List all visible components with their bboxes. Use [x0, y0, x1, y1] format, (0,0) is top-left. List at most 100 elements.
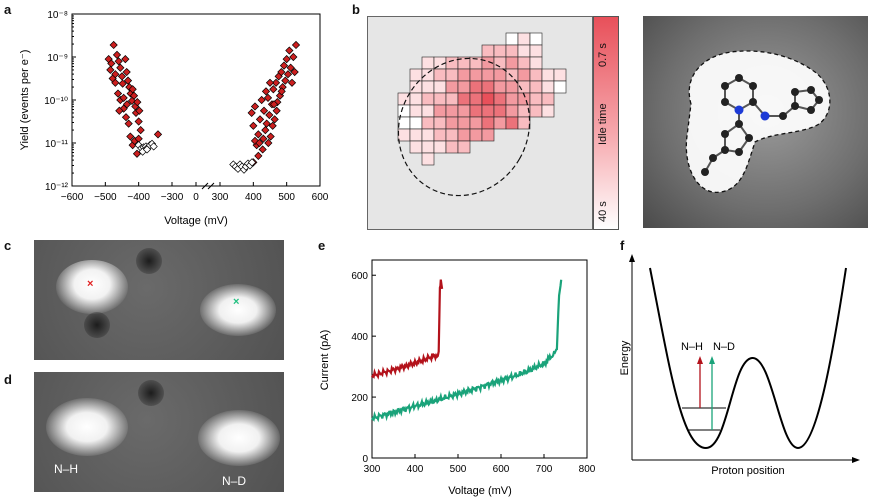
yield-y-tick-label: 10⁻¹⁰ [44, 96, 68, 107]
yield-point [121, 113, 131, 122]
position-axis-arrow [852, 457, 860, 463]
grid-cell [553, 80, 567, 94]
grid-cell [505, 44, 519, 58]
yield-point [134, 117, 143, 126]
yield-point [271, 78, 281, 87]
tip-position-marker-nh: × [87, 278, 94, 290]
idle-time-map [367, 16, 593, 230]
grid-cell [493, 68, 507, 82]
yield-point [290, 67, 299, 77]
yield-point [111, 78, 120, 87]
yield-point [287, 78, 297, 87]
grid-cell [409, 80, 423, 94]
grid-cell [421, 140, 435, 154]
yield-x-tick-label: 600 [312, 192, 329, 203]
grid-cell [505, 32, 519, 46]
yield-x-tick-label: 400 [245, 192, 262, 203]
molecule-atoms [701, 74, 823, 176]
molecule-overlay [685, 50, 831, 193]
yield-point [129, 91, 139, 100]
colorbar-top-label: 0.7 s [597, 43, 609, 67]
grid-cell [517, 116, 531, 130]
yield-x-tick-label: −600 [61, 192, 84, 203]
current-voltage-chart: 300 400 500 600 700 800 0 200 400 600 Voltage (mV… [319, 259, 596, 497]
label-nd: N–D [222, 474, 247, 488]
yield-point [113, 89, 123, 98]
vacancy-dark-spot-3 [138, 380, 164, 406]
yield-point [255, 138, 264, 148]
yield-point [279, 61, 289, 70]
yield-point [283, 70, 293, 79]
yield-point [282, 55, 291, 64]
yield-point [281, 76, 290, 85]
grid-cell [541, 92, 555, 106]
yield-point [109, 40, 118, 50]
grid-cell [529, 44, 543, 58]
idle-time-grid [397, 32, 567, 197]
molecule-stm-image [643, 16, 868, 228]
yield-x-tick-label: 500 [278, 192, 295, 203]
yield-point [106, 65, 115, 74]
yield-y-tick-label: 10⁻¹² [45, 182, 69, 193]
yield-point [269, 100, 279, 109]
yield-ticks: −600 −500 −400 −300 0 300 400 500 600 10⁻¹² 10⁻¹¹ 1… [44, 10, 329, 203]
yield-scatter-chart: −600 −500 −400 −300 0 300 400 500 600 10⁻¹² 10⁻¹¹ 1… [19, 10, 329, 227]
yield-point [249, 121, 258, 130]
grid-cell [433, 92, 447, 106]
grid-cell [517, 32, 531, 46]
grid-cell [481, 116, 495, 130]
yield-point [272, 106, 281, 115]
molecule-blob-nh [46, 398, 128, 456]
grid-cell [505, 116, 519, 130]
grid-cell [457, 140, 471, 154]
grid-cell [517, 44, 531, 58]
grid-cell [481, 80, 495, 94]
grid-cell [481, 68, 495, 82]
f-label-nh: N–H [681, 341, 703, 353]
colorbar-title: Idle time [597, 103, 609, 145]
colorbar-bottom-label: 40 s [597, 201, 609, 222]
grid-cell [529, 92, 543, 106]
current-y-tick-label: 0 [362, 454, 368, 465]
yield-x-tick-label: −500 [94, 192, 117, 203]
yield-point [262, 119, 271, 128]
yield-point [114, 57, 123, 66]
grid-cell [469, 68, 483, 82]
nitrogen-atom-1 [734, 105, 744, 115]
yield-point [133, 98, 142, 107]
panel-letter-b: b [352, 2, 360, 17]
grid-cell [541, 68, 555, 82]
grid-cell [469, 92, 483, 106]
grid-cell [541, 104, 555, 118]
yield-point [264, 138, 273, 148]
yield-point [258, 145, 267, 154]
yield-point [257, 95, 266, 105]
molecule-blob-left [56, 260, 128, 314]
grid-cell [505, 104, 519, 118]
current-x-tick-label: 500 [450, 464, 467, 475]
yield-plot-frame [71, 13, 321, 187]
current-x-tick-label: 800 [579, 464, 596, 475]
grid-outline-ellipse [397, 57, 531, 197]
yield-point [116, 63, 125, 72]
grid-cell [397, 128, 411, 142]
grid-cell [409, 68, 423, 82]
grid-cell [409, 104, 423, 118]
tip-position-marker-nd: × [233, 296, 240, 308]
current-y-tick-label: 600 [351, 271, 368, 282]
grid-cell [553, 68, 567, 82]
yield-point [126, 132, 135, 141]
grid-cell [505, 80, 519, 94]
grid-cell [529, 56, 543, 70]
grid-cell [421, 116, 435, 130]
label-nh: N–H [54, 462, 79, 476]
yield-point [149, 142, 158, 151]
idle-time-colorbar: 0.7 s Idle time 40 s [593, 16, 619, 230]
grid-cell [493, 44, 507, 58]
grid-cell [493, 80, 507, 94]
current-x-tick-label: 300 [364, 464, 381, 475]
grid-cell [421, 152, 435, 166]
f-label-nd: N–D [713, 341, 735, 353]
yield-point [107, 59, 116, 68]
panel-letter-a: a [4, 2, 12, 17]
